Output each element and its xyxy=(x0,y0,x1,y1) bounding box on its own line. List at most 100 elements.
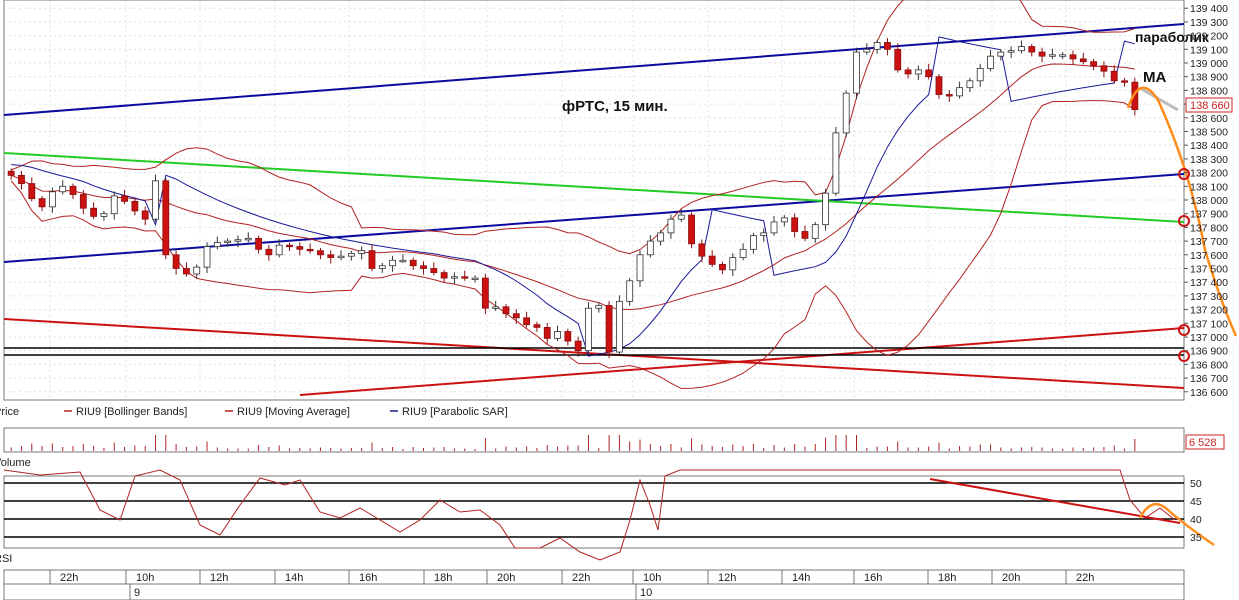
candle-body xyxy=(863,48,871,53)
rsi-axis: 50 45 40 35 xyxy=(1190,478,1202,544)
candle-body xyxy=(512,313,520,319)
price-tick-label: 137 900 xyxy=(1190,209,1228,221)
price-tick-label: 137 400 xyxy=(1190,277,1228,289)
candle-body xyxy=(1028,46,1036,53)
price-tick-label: 136 900 xyxy=(1190,346,1228,358)
time-tick-label: 10h xyxy=(136,572,154,584)
candle-body xyxy=(997,51,1005,57)
price-tick-label: 138 500 xyxy=(1190,127,1228,139)
candle-body xyxy=(275,244,283,256)
candle-body xyxy=(121,195,128,202)
candle-body xyxy=(564,331,572,342)
volume-panel-label: Volume xyxy=(0,457,31,469)
time-axis-frame xyxy=(3,569,1185,600)
candle-body xyxy=(873,42,881,50)
candle-body xyxy=(646,240,654,256)
candle-body xyxy=(378,265,386,269)
lower-blue-trendline xyxy=(3,173,1185,263)
time-tick-label: 18h xyxy=(938,572,956,584)
sar-label: параболик xyxy=(1135,29,1210,45)
price-tick-label: 138 600 xyxy=(1190,113,1228,125)
price-tick-label: 139 100 xyxy=(1190,44,1228,56)
candle-body xyxy=(1059,54,1067,57)
price-tick-label: 137 000 xyxy=(1190,332,1228,344)
candle-body xyxy=(481,277,489,309)
volume-bars xyxy=(10,435,1136,451)
candle-body xyxy=(296,246,304,250)
candle-body xyxy=(492,306,500,309)
rsi-series xyxy=(3,469,1176,561)
legend-item: Price xyxy=(0,406,19,418)
candle-body xyxy=(750,235,757,250)
price-tick-label: 138 400 xyxy=(1190,140,1228,152)
price-tick-label: 139 300 xyxy=(1190,17,1228,29)
trend-lines xyxy=(3,23,1185,396)
candle-body xyxy=(853,51,860,94)
forecast-path xyxy=(1126,86,1238,362)
price-tick-label: 138 900 xyxy=(1190,72,1228,84)
candle-body xyxy=(183,268,190,275)
candles xyxy=(7,38,1139,359)
rsi-tick-label: 45 xyxy=(1190,496,1202,508)
candle-body xyxy=(1079,58,1087,63)
price-tick-label: 136 700 xyxy=(1190,373,1228,385)
candle-body xyxy=(502,306,510,315)
time-tick-label: 20h xyxy=(1002,572,1020,584)
candle-body xyxy=(966,80,974,89)
candle-body xyxy=(1069,54,1077,60)
price-tick-label: 136 600 xyxy=(1190,387,1228,399)
candle-body xyxy=(770,221,778,234)
legend-item: RIU9 [Parabolic SAR] xyxy=(402,406,508,418)
candle-body xyxy=(368,250,376,269)
candle-body xyxy=(523,317,531,326)
candle-body xyxy=(657,232,665,242)
candle-body xyxy=(1100,65,1108,72)
target-marker-1 xyxy=(1178,168,1190,180)
price-tick-label: 137 700 xyxy=(1190,236,1228,248)
candle-body xyxy=(172,254,180,269)
candle-body xyxy=(141,210,149,220)
candle-body xyxy=(1048,54,1056,57)
candle-body xyxy=(347,253,355,257)
candle-body xyxy=(976,68,984,82)
candle-body xyxy=(1121,80,1128,83)
candle-body xyxy=(38,198,46,208)
rsi-red-trendline xyxy=(929,478,1181,524)
candle-body xyxy=(574,340,582,352)
time-tick-label: 20h xyxy=(497,572,515,584)
candle-body xyxy=(842,92,850,134)
candle-body xyxy=(193,266,201,275)
price-tick-label: 138 200 xyxy=(1190,168,1228,180)
candle-body xyxy=(110,195,118,215)
legend-item: RIU9 [Bollinger Bands] xyxy=(76,406,187,418)
bollinger-lower xyxy=(10,100,1136,389)
candle-body xyxy=(306,248,314,252)
candle-body xyxy=(1110,70,1118,82)
candle-body xyxy=(719,263,726,271)
candle-body xyxy=(945,94,953,97)
time-axis: 22h 10h 12h 14h 16h 18h 20h 22h 10h 12h 14h 16h 18h 2… xyxy=(3,569,1185,600)
price-forecast-orange xyxy=(1126,86,1238,337)
candle-body xyxy=(585,307,592,352)
candle-body xyxy=(59,185,67,193)
candle-body xyxy=(739,248,747,258)
candle-body xyxy=(667,218,675,234)
time-tick-label: 18h xyxy=(434,572,452,584)
candle-body xyxy=(327,254,335,258)
candle-body xyxy=(213,242,221,247)
candle-body xyxy=(430,268,438,274)
rsi-panel-frame xyxy=(3,475,1185,549)
candle-body xyxy=(131,200,139,212)
candle-body xyxy=(935,76,943,95)
candle-body xyxy=(615,300,623,353)
candle-body xyxy=(440,272,448,279)
candle-body xyxy=(234,239,242,242)
rsi-tick-label: 40 xyxy=(1190,514,1202,526)
ma-label: MA xyxy=(1143,69,1166,86)
candle-body xyxy=(399,259,407,263)
candle-body xyxy=(337,255,345,259)
time-tick-label: 12h xyxy=(210,572,228,584)
price-tick-label: 138 100 xyxy=(1190,181,1228,193)
candle-body xyxy=(286,244,293,248)
